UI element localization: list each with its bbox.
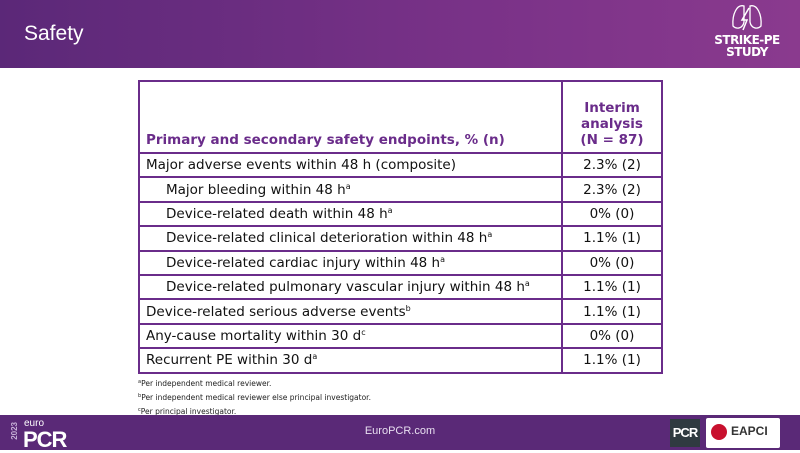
footer-url: EuroPCR.com xyxy=(364,425,436,437)
endpoint-label: Device-related death within 48 ha xyxy=(138,200,563,228)
table-row: Major bleeding within 48 ha 2.3% (2) xyxy=(138,176,663,203)
eapci-logo: EAPCI xyxy=(706,418,780,448)
table-row: Device-related pulmonary vascular injury… xyxy=(138,273,663,301)
table-row: Recurrent PE within 30 da 1.1% (1) xyxy=(138,347,663,374)
table-row: Any-cause mortality within 30 dc 0% (0) xyxy=(138,322,663,350)
endpoint-label: Device-related serious adverse eventsb xyxy=(138,298,563,325)
endpoint-value: 1.1% (1) xyxy=(561,347,663,374)
endpoint-label: Device-related clinical deterioration wi… xyxy=(138,225,563,252)
slide-header: Safety STRIKE-PE STUDY xyxy=(0,0,800,68)
slide-footer: 2023 euro PCR EuroPCR.com PCR EAPCI xyxy=(0,415,800,452)
footnote: aPer independent medical reviewer. xyxy=(138,379,272,388)
header-interim: Interim analysis (N = 87) xyxy=(561,80,663,154)
safety-table: Primary and secondary safety endpoints, … xyxy=(138,80,663,374)
table-row: Device-related serious adverse eventsb 1.… xyxy=(138,298,663,325)
endpoint-label: Major bleeding within 48 ha xyxy=(138,176,563,203)
endpoint-label: Major adverse events within 48 h (compos… xyxy=(138,151,563,179)
endpoint-label: Device-related pulmonary vascular injury… xyxy=(138,273,563,301)
endpoint-label: Device-related cardiac injury within 48 … xyxy=(138,249,563,276)
table-row: Device-related clinical deterioration wi… xyxy=(138,225,663,252)
heart-icon xyxy=(711,424,727,440)
endpoint-value: 0% (0) xyxy=(561,200,663,228)
endpoint-value: 1.1% (1) xyxy=(561,225,663,252)
endpoint-label: Any-cause mortality within 30 dc xyxy=(138,322,563,350)
table-header: Primary and secondary safety endpoints, … xyxy=(138,80,663,154)
table-row: Major adverse events within 48 h (compos… xyxy=(138,151,663,179)
footnote: bPer independent medical reviewer else p… xyxy=(138,393,371,402)
endpoint-label: Recurrent PE within 30 da xyxy=(138,347,563,374)
header-endpoints: Primary and secondary safety endpoints, … xyxy=(138,80,563,154)
pcr-logo: PCR xyxy=(670,419,700,447)
endpoint-value: 0% (0) xyxy=(561,249,663,276)
endpoint-value: 0% (0) xyxy=(561,322,663,350)
footnote: cPer principal investigator. xyxy=(138,407,237,416)
endpoint-value: 1.1% (1) xyxy=(561,298,663,325)
endpoint-value: 2.3% (2) xyxy=(561,176,663,203)
footnotes: aPer independent medical reviewer. bPer i… xyxy=(138,376,371,418)
endpoint-value: 2.3% (2) xyxy=(561,151,663,179)
table-row: Device-related cardiac injury within 48 … xyxy=(138,249,663,276)
strike-pe-logo: STRIKE-PE STUDY xyxy=(712,2,782,58)
lungs-icon xyxy=(732,5,762,31)
logo-line2: STUDY xyxy=(726,45,768,59)
endpoint-value: 1.1% (1) xyxy=(561,273,663,301)
table-row: Device-related death within 48 ha 0% (0) xyxy=(138,200,663,228)
logo-line1: STRIKE-PE xyxy=(714,33,780,47)
slide-title: Safety xyxy=(24,22,84,45)
